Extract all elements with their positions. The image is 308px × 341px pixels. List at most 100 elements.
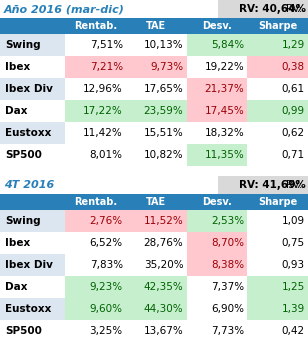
Bar <box>247 100 308 122</box>
Bar <box>0 176 218 194</box>
Text: 17,45%: 17,45% <box>205 106 244 116</box>
Text: 1,29: 1,29 <box>282 40 305 50</box>
Text: 2,53%: 2,53% <box>211 216 244 226</box>
Text: 18,32%: 18,32% <box>205 128 244 138</box>
Bar <box>126 78 187 100</box>
Text: 8,01%: 8,01% <box>90 150 123 160</box>
Text: Rentab.: Rentab. <box>74 21 117 31</box>
Bar <box>126 56 187 78</box>
Text: RV:: RV: <box>286 4 306 14</box>
Text: 0,62: 0,62 <box>282 128 305 138</box>
Text: Eustoxx: Eustoxx <box>5 304 51 314</box>
Text: Ibex: Ibex <box>5 238 30 248</box>
Text: 7,37%: 7,37% <box>211 282 244 292</box>
Bar <box>247 320 308 341</box>
Bar <box>247 18 308 34</box>
Text: TAE: TAE <box>146 197 166 207</box>
Text: 0,93: 0,93 <box>282 260 305 270</box>
Bar <box>0 122 65 144</box>
Text: 1,39: 1,39 <box>282 304 305 314</box>
Bar <box>187 276 247 298</box>
Text: 10,82%: 10,82% <box>144 150 184 160</box>
Bar <box>65 34 126 56</box>
Text: Eustoxx: Eustoxx <box>5 128 51 138</box>
Text: Swing: Swing <box>5 216 41 226</box>
Text: 17,65%: 17,65% <box>144 84 184 94</box>
Bar <box>65 210 126 232</box>
Text: 5,84%: 5,84% <box>211 40 244 50</box>
Text: 9,73%: 9,73% <box>150 62 184 72</box>
Bar <box>126 298 187 320</box>
Text: Ibex Div: Ibex Div <box>5 260 53 270</box>
Text: Dax: Dax <box>5 282 27 292</box>
Bar <box>187 34 247 56</box>
Bar <box>0 194 65 210</box>
Bar <box>126 254 187 276</box>
Text: 3,25%: 3,25% <box>90 326 123 336</box>
Text: 4T 2016: 4T 2016 <box>4 180 54 190</box>
Text: 0,61: 0,61 <box>282 84 305 94</box>
Bar <box>247 210 308 232</box>
Text: 0,99: 0,99 <box>282 106 305 116</box>
Text: 15,51%: 15,51% <box>144 128 184 138</box>
Text: Ibex: Ibex <box>5 62 30 72</box>
Bar <box>0 18 65 34</box>
Bar <box>0 144 65 166</box>
Bar <box>187 56 247 78</box>
Bar <box>126 194 187 210</box>
Bar <box>0 232 65 254</box>
Text: 11,35%: 11,35% <box>205 150 244 160</box>
Text: 0,38: 0,38 <box>282 62 305 72</box>
Text: 9,60%: 9,60% <box>90 304 123 314</box>
Bar <box>218 0 308 18</box>
Bar <box>0 0 218 18</box>
Bar <box>247 276 308 298</box>
Text: Dax: Dax <box>5 106 27 116</box>
Bar <box>0 56 65 78</box>
Text: 17,22%: 17,22% <box>83 106 123 116</box>
Bar <box>247 194 308 210</box>
Text: 42,35%: 42,35% <box>144 282 184 292</box>
Text: 19,22%: 19,22% <box>205 62 244 72</box>
Text: 11,42%: 11,42% <box>83 128 123 138</box>
Bar <box>126 18 187 34</box>
Text: Año 2016 (mar-dic): Año 2016 (mar-dic) <box>4 4 125 14</box>
Bar <box>65 254 126 276</box>
Bar <box>0 276 65 298</box>
Bar <box>126 34 187 56</box>
Text: 21,37%: 21,37% <box>205 84 244 94</box>
Text: RV: 40,64%: RV: 40,64% <box>239 4 306 14</box>
Text: Sharpe: Sharpe <box>258 21 297 31</box>
Bar <box>247 254 308 276</box>
Bar <box>218 176 308 194</box>
Text: 10,13%: 10,13% <box>144 40 184 50</box>
Text: Ibex Div: Ibex Div <box>5 84 53 94</box>
Bar <box>65 320 126 341</box>
Text: 13,67%: 13,67% <box>144 326 184 336</box>
Text: 44,30%: 44,30% <box>144 304 184 314</box>
Bar <box>126 210 187 232</box>
Bar <box>126 320 187 341</box>
Bar <box>0 100 65 122</box>
Bar <box>247 122 308 144</box>
Bar <box>187 232 247 254</box>
Text: 0,75: 0,75 <box>282 238 305 248</box>
Text: 7,51%: 7,51% <box>90 40 123 50</box>
Text: 1,09: 1,09 <box>282 216 305 226</box>
Text: Desv.: Desv. <box>202 197 232 207</box>
Bar <box>65 56 126 78</box>
Text: 0,42: 0,42 <box>282 326 305 336</box>
Bar <box>65 276 126 298</box>
Text: 2,76%: 2,76% <box>90 216 123 226</box>
Bar <box>187 122 247 144</box>
Bar <box>126 100 187 122</box>
Text: SP500: SP500 <box>5 150 42 160</box>
Bar <box>126 144 187 166</box>
Bar <box>247 34 308 56</box>
Bar <box>247 78 308 100</box>
Bar <box>126 232 187 254</box>
Bar <box>187 194 247 210</box>
Text: 12,96%: 12,96% <box>83 84 123 94</box>
Bar <box>187 144 247 166</box>
Text: 7,73%: 7,73% <box>211 326 244 336</box>
